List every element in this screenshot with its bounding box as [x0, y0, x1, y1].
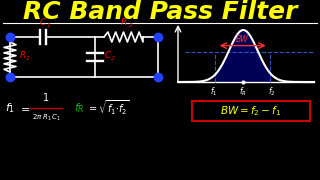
Text: $f_R$: $f_R$: [74, 101, 84, 115]
Text: 1: 1: [26, 55, 30, 60]
Text: 2: 2: [129, 23, 132, 28]
Text: $2\pi\ R_1C_1$: $2\pi\ R_1C_1$: [32, 113, 60, 123]
Text: $f_2$: $f_2$: [268, 86, 275, 98]
Bar: [192, 101, 310, 121]
Text: $BW = f_2-f_1$: $BW = f_2-f_1$: [220, 104, 282, 118]
Text: RC Band Pass Filter: RC Band Pass Filter: [23, 0, 297, 24]
Text: 2: 2: [111, 55, 115, 60]
Text: BW: BW: [236, 35, 249, 44]
Text: $f_R$: $f_R$: [239, 86, 247, 98]
Text: C: C: [40, 18, 46, 27]
Text: $f_1$: $f_1$: [5, 101, 15, 115]
Text: $f_1$: $f_1$: [210, 86, 218, 98]
Text: 1: 1: [43, 93, 49, 103]
Text: $=$: $=$: [18, 103, 30, 113]
Text: R: R: [120, 18, 127, 27]
Text: C: C: [105, 51, 111, 60]
Text: 1: 1: [47, 23, 51, 28]
Text: $=\sqrt{f_1{\cdot}f_2}$: $=\sqrt{f_1{\cdot}f_2}$: [87, 99, 130, 117]
Text: R: R: [20, 51, 26, 60]
